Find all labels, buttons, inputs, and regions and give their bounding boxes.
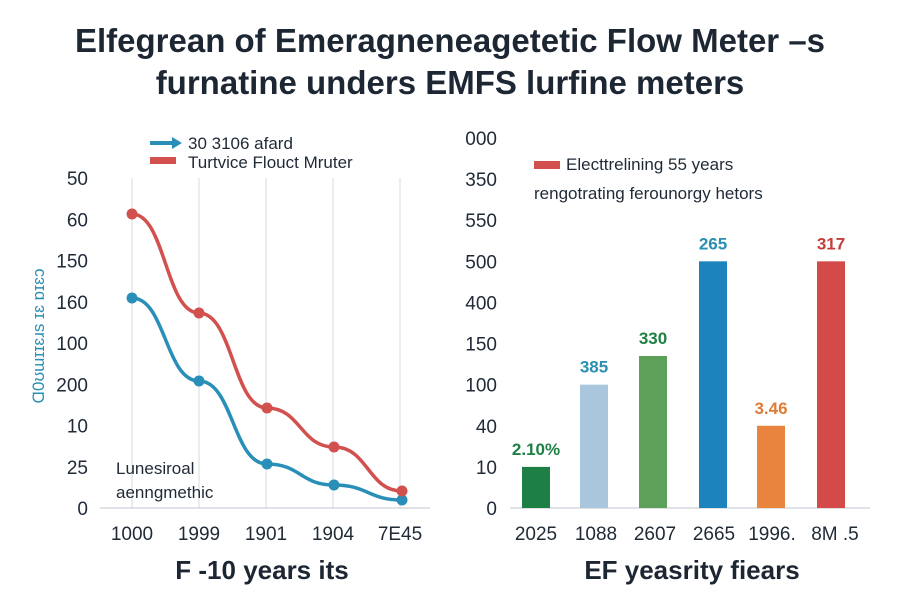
data-point bbox=[261, 402, 273, 414]
y-tick-label: 500 bbox=[465, 252, 497, 273]
data-label: 330 bbox=[639, 329, 667, 348]
data-label: 2.10% bbox=[512, 440, 560, 459]
bar bbox=[639, 356, 667, 508]
legend-label-2: rengotrating ferounorgy hetors bbox=[534, 184, 763, 203]
bar bbox=[580, 384, 608, 508]
legend-arrow-icon bbox=[172, 137, 182, 149]
x-tick-label: 2025 bbox=[515, 524, 557, 545]
bar bbox=[757, 425, 785, 508]
y-tick-label: 350 bbox=[465, 170, 497, 191]
data-point bbox=[126, 208, 138, 220]
y-tick-label: 400 bbox=[465, 293, 497, 314]
data-point bbox=[396, 494, 408, 506]
x-tick-label: 1996. bbox=[748, 524, 796, 545]
y-tick-label: 25 bbox=[67, 458, 88, 479]
x-tick-label: 1904 bbox=[312, 524, 355, 545]
legend-swatch-2 bbox=[150, 157, 176, 164]
data-point bbox=[328, 441, 340, 453]
data-point bbox=[261, 458, 273, 470]
legend-swatch bbox=[534, 161, 560, 169]
data-point bbox=[396, 485, 408, 497]
y-tick-label: 100 bbox=[56, 334, 88, 355]
line-series-2 bbox=[130, 212, 404, 493]
y-tick-label: 50 bbox=[67, 169, 88, 190]
y-tick-label: 150 bbox=[465, 335, 497, 356]
legend-label-2: Turtvice Flouct Mruter bbox=[188, 153, 353, 172]
annotation-line-2: aenngmethic bbox=[116, 483, 214, 502]
y-tick-label: 40 bbox=[476, 417, 497, 438]
x-axis-title: F -10 years its bbox=[175, 555, 348, 585]
x-tick-label: 1999 bbox=[178, 524, 220, 545]
chart-title-line-2: furnatine unders EMFS lurfine meters bbox=[155, 64, 745, 101]
y-tick-label: 0 bbox=[486, 499, 497, 520]
y-tick-label: 10 bbox=[476, 458, 497, 479]
y-tick-label: 550 bbox=[465, 211, 497, 232]
data-point bbox=[193, 375, 205, 387]
data-label: 385 bbox=[580, 358, 608, 377]
x-tick-label: 1088 bbox=[575, 524, 617, 545]
x-tick-label: 1000 bbox=[111, 524, 153, 545]
x-tick-label: 8M .5 bbox=[811, 524, 859, 545]
y-tick-label: 160 bbox=[56, 293, 88, 314]
data-label: 265 bbox=[699, 234, 727, 253]
y-tick-label: 000 bbox=[465, 129, 497, 150]
y-axis-title: Ɑ0ʊɯɪɪɛɹs ɪɛ ɒɪɛɔ bbox=[29, 269, 48, 404]
y-tick-label: 60 bbox=[67, 210, 88, 231]
y-tick-label: 0 bbox=[77, 499, 88, 520]
y-tick-label: 200 bbox=[56, 375, 88, 396]
x-tick-label: 2665 bbox=[693, 524, 735, 545]
line-series-1 bbox=[130, 296, 404, 502]
chart-title-line-1: Elfegrean of Emeragneneagetetic Flow Met… bbox=[74, 22, 826, 59]
y-tick-label: 100 bbox=[465, 376, 497, 397]
x-tick-label: 7E45 bbox=[378, 524, 422, 545]
data-label: 3.46 bbox=[754, 399, 787, 418]
bar bbox=[522, 466, 550, 508]
bar bbox=[699, 261, 727, 508]
legend-label-1: 30 3106 afard bbox=[188, 134, 293, 153]
data-point bbox=[193, 307, 205, 319]
x-tick-label: 1901 bbox=[245, 524, 287, 545]
y-tick-label: 10 bbox=[67, 417, 88, 438]
data-label: 317 bbox=[817, 234, 845, 253]
x-tick-label: 2607 bbox=[634, 524, 676, 545]
x-axis-title: EF yeasrity fiears bbox=[584, 555, 799, 585]
annotation-line-1: Lunesiroal bbox=[116, 459, 194, 478]
data-point bbox=[328, 479, 340, 491]
legend-label-1: Electtrelining 55 years bbox=[566, 155, 733, 174]
y-tick-label: 150 bbox=[56, 252, 88, 273]
data-point bbox=[126, 292, 138, 304]
chart-title: Elfegrean of Emeragneneagetetic Flow Met… bbox=[0, 20, 900, 104]
bar bbox=[817, 261, 845, 508]
